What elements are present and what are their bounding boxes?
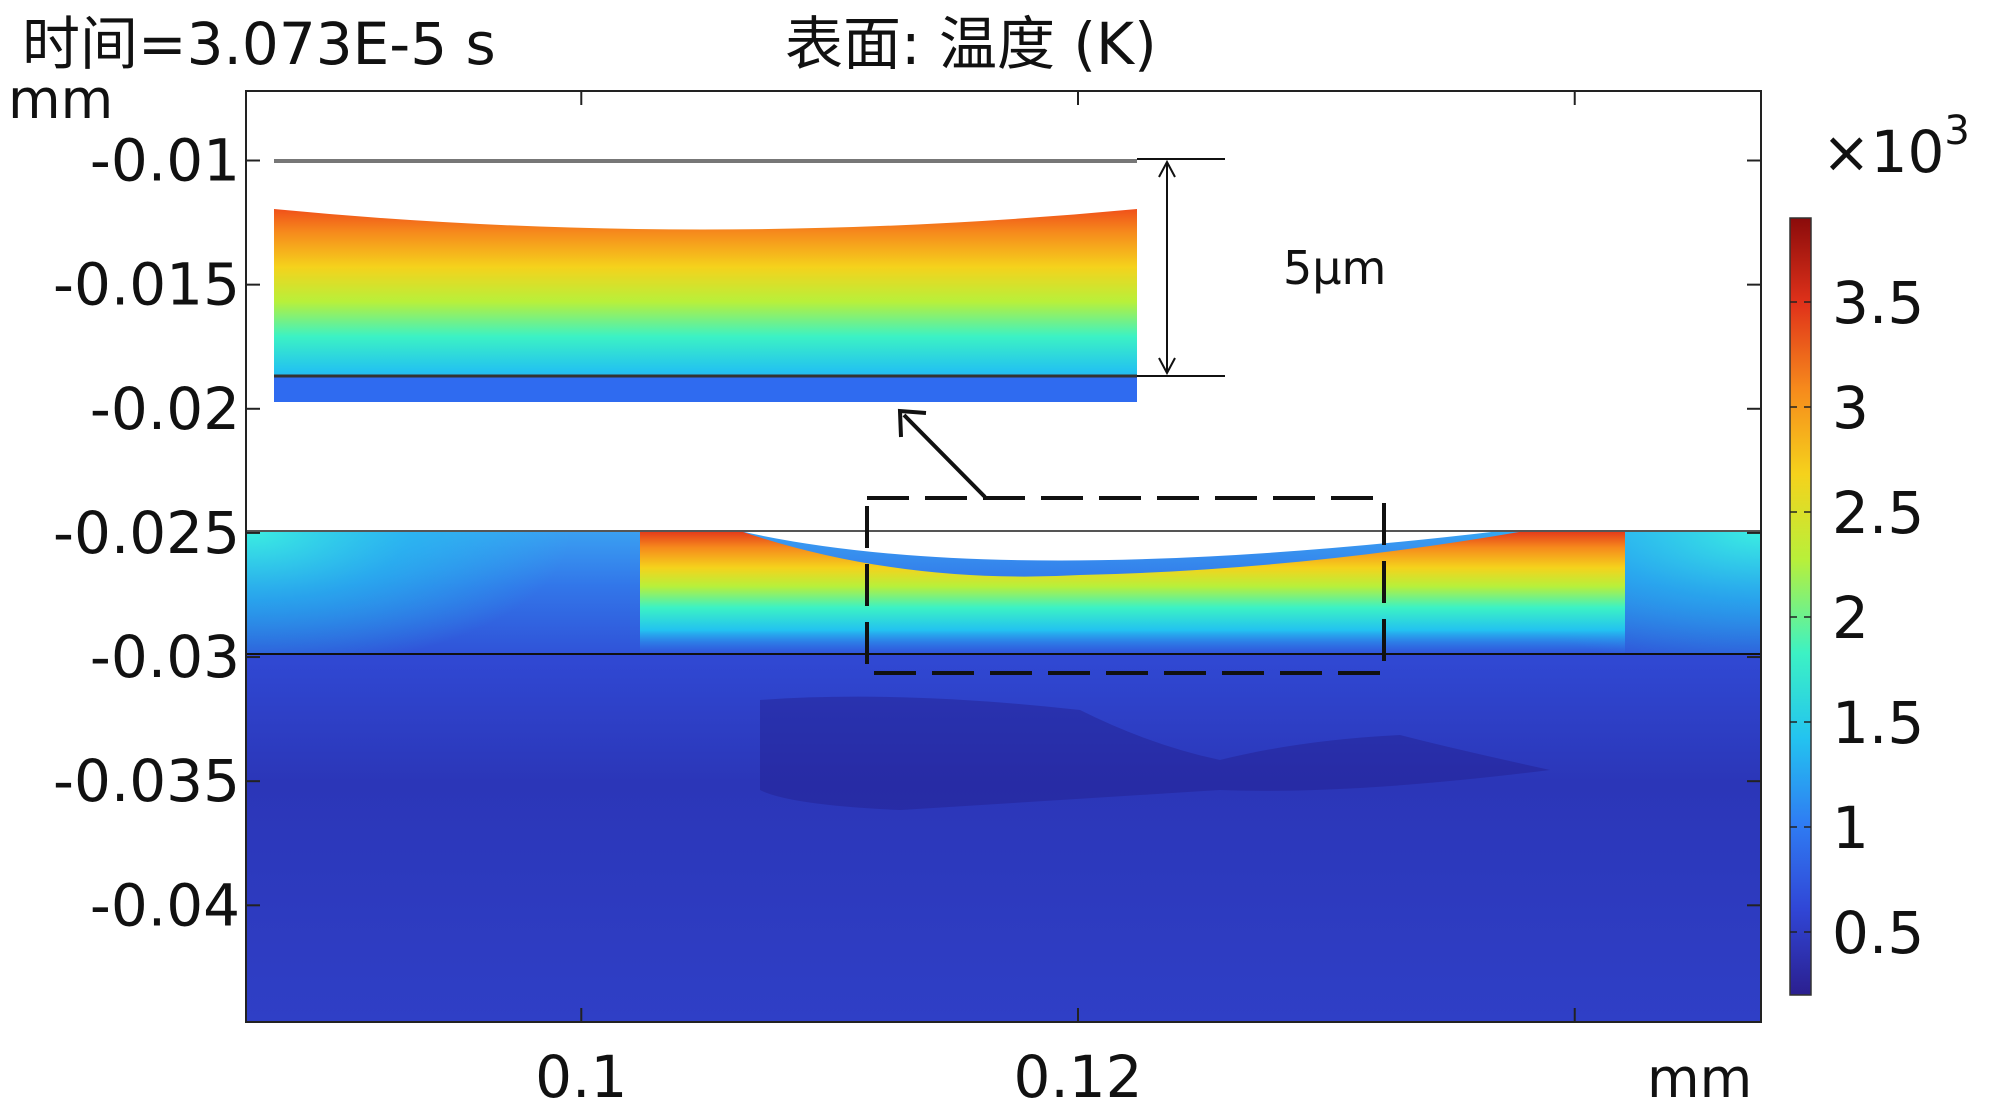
- x-axis-unit: mm: [1647, 1047, 1752, 1106]
- colorbar-exponent: 3: [1944, 108, 1969, 154]
- time-label: 时间=3.073E-5 s: [22, 10, 496, 78]
- y-tick-label: -0.025: [53, 499, 240, 567]
- plot-area: 5μm: [246, 91, 1761, 1022]
- y-tick-label: -0.01: [90, 127, 240, 195]
- colorbar-tick-label: 0.5: [1832, 899, 1924, 967]
- zoom-pointer-arrow: [902, 413, 987, 499]
- inset-zoom-image: [274, 209, 1137, 402]
- colorbar-ticks: 0.5 1 1.5 2 2.5 3 3.5: [1790, 269, 1924, 967]
- x-tick-label: 0.1: [535, 1043, 627, 1106]
- y-tick-label: -0.04: [90, 871, 240, 939]
- colorbar-tick-label: 2.5: [1832, 479, 1924, 547]
- zoom-pointer-arrowhead: [897, 408, 927, 438]
- lower-substrate: [246, 654, 1761, 1022]
- x-tick-label: 0.12: [1013, 1043, 1142, 1106]
- colorbar-multiplier: ×103: [1822, 108, 1970, 186]
- y-axis-unit: mm: [8, 68, 113, 131]
- inset-bottom-band: [274, 376, 1137, 402]
- inset-scale-label: 5μm: [1283, 241, 1386, 295]
- substrate-cool-spot: [760, 696, 1550, 810]
- colorbar-tick-label: 3: [1832, 374, 1869, 442]
- melt-surface-cavity: [740, 531, 1500, 561]
- melt-pool: [640, 531, 1625, 660]
- colorbar-tick-label: 2: [1832, 584, 1869, 652]
- colorbar: [1789, 217, 1812, 996]
- dimension-arrow-top: [1158, 159, 1176, 178]
- axes: -0.01 -0.015 -0.02 -0.025 -0.03 -0.035 -0.04 0.…: [53, 91, 1761, 1106]
- dimension-arrow-bottom: [1158, 357, 1176, 376]
- zoom-box: [865, 496, 1386, 675]
- y-tick-label: -0.015: [53, 251, 240, 319]
- y-tick-label: -0.03: [90, 623, 240, 691]
- chart-title: 表面: 温度 (K): [785, 10, 1157, 78]
- y-tick-label: -0.035: [53, 747, 240, 815]
- colorbar-multiplier-base: ×10: [1822, 118, 1944, 186]
- plot-frame: [245, 90, 1762, 1023]
- colorbar-tick-label: 1: [1832, 794, 1869, 862]
- colorbar-tick-label: 3.5: [1832, 269, 1924, 337]
- colorbar-tick-label: 1.5: [1832, 689, 1924, 757]
- y-tick-label: -0.02: [90, 375, 240, 443]
